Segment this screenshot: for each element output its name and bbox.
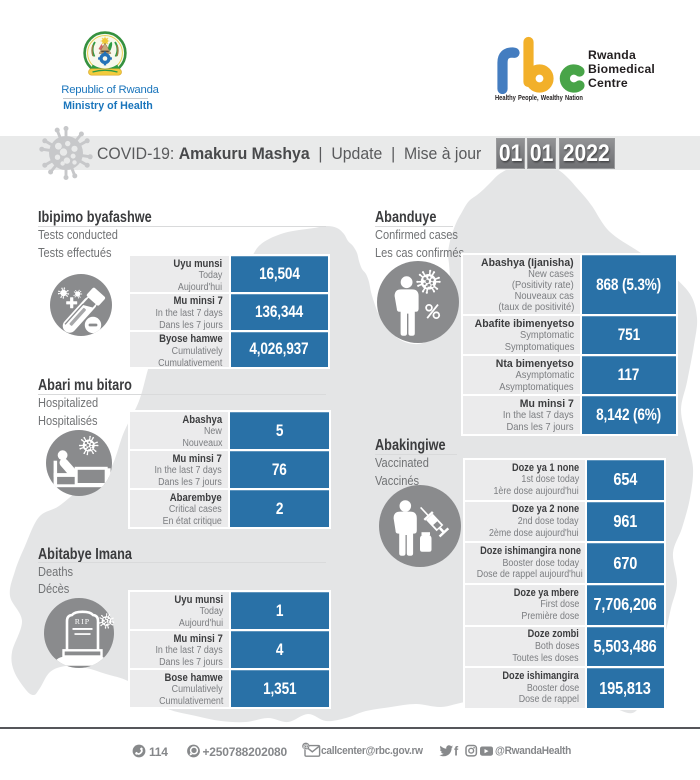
- svg-text:f: f: [454, 745, 459, 759]
- svg-text:@: @: [303, 744, 309, 750]
- svg-text:RIP: RIP: [75, 617, 90, 626]
